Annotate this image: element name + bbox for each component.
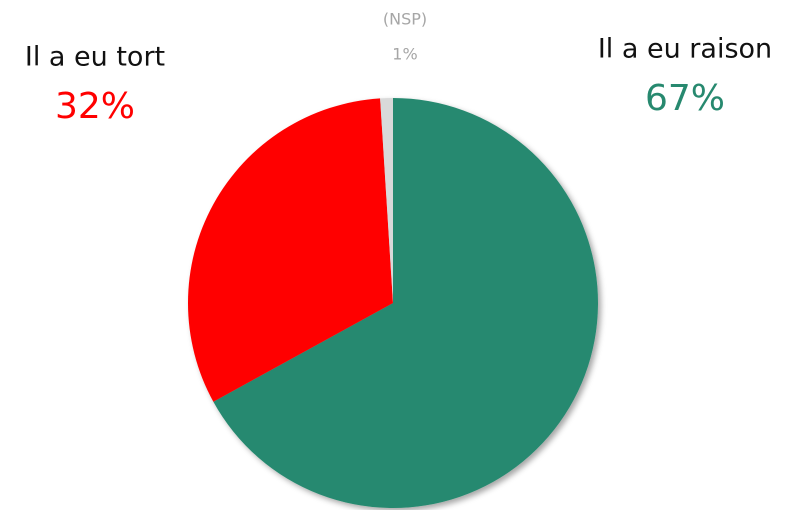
value-label: 1% <box>392 45 417 64</box>
category-label: Il a eu tort <box>25 42 165 73</box>
slice-label: Il a eu tort 32% <box>25 42 165 128</box>
pie <box>188 98 599 508</box>
pie-slice <box>213 98 599 508</box>
slice-label: (NSP) 1% <box>383 10 427 64</box>
category-label: Il a eu raison <box>598 34 772 65</box>
pie-slice <box>188 98 393 402</box>
category-label: (NSP) <box>383 10 427 29</box>
value-label: 67% <box>645 78 725 119</box>
slice-label: Il a eu raison 67% <box>598 34 772 120</box>
pie-slice <box>380 98 393 303</box>
value-label: 32% <box>55 86 135 127</box>
